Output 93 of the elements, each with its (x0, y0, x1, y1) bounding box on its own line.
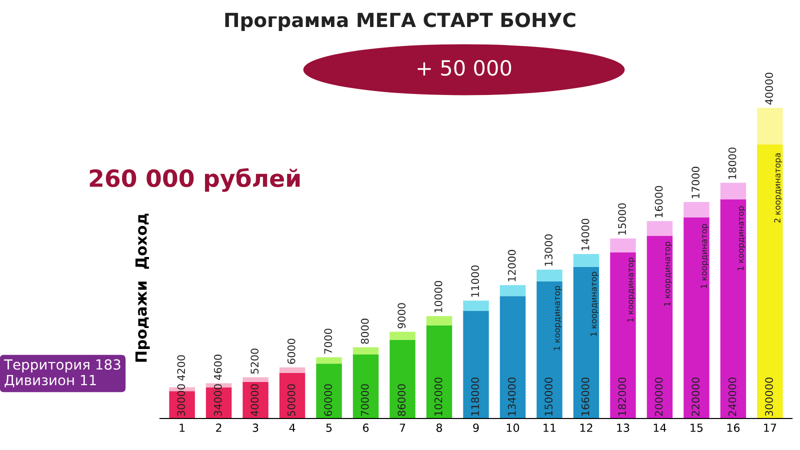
bar (610, 252, 636, 418)
bar (352, 347, 379, 355)
data-label: 14000 (581, 218, 590, 250)
data-label: 50000 (287, 384, 296, 416)
bar (316, 357, 342, 364)
data-label: 15000 (618, 203, 626, 235)
bar (390, 332, 416, 340)
bar (646, 221, 673, 236)
x-tick-label: 4 (289, 424, 296, 432)
data-label: 102000 (434, 378, 442, 416)
x-tick-label: 6 (363, 424, 369, 432)
data-label: 60000 (324, 384, 332, 416)
data-label: 300000 (765, 378, 773, 416)
data-label: 182000 (618, 378, 626, 416)
bar (757, 144, 783, 418)
text: Продажи Доход (135, 214, 150, 362)
bar (646, 236, 673, 418)
text: + 50 000 (418, 60, 512, 76)
data-label: 150000 (544, 378, 553, 416)
x-tick-label: 2 (216, 424, 222, 432)
data-label: 7000 (324, 328, 332, 354)
data-label: 40000 (250, 384, 259, 416)
data-label: 240000 (728, 378, 736, 416)
x-tick-label: 9 (473, 424, 479, 432)
bar (500, 285, 526, 296)
data-label: 10000 (434, 280, 442, 312)
bar (390, 340, 416, 418)
data-label: 8000 (360, 318, 369, 344)
annotation: 1 координатор (590, 272, 598, 336)
bar (500, 296, 526, 418)
data-label: 9000 (398, 303, 406, 328)
bar (426, 316, 452, 326)
bar (573, 254, 600, 267)
data-label: 18000 (728, 148, 736, 179)
data-label: 13000 (544, 234, 553, 266)
data-label: 220000 (692, 378, 700, 416)
annotation: 1 координатор (738, 206, 746, 270)
data-label: 200000 (654, 378, 663, 416)
annotation: 260 000 рублей (90, 168, 300, 192)
x-tick-label: 17 (764, 424, 776, 432)
text: Территория 183 Дивизион 11 (4, 359, 120, 388)
bar (720, 182, 746, 200)
data-label: 86000 (398, 384, 406, 416)
bar (536, 281, 562, 418)
x-tick-label: 11 (544, 424, 556, 432)
bar (426, 325, 452, 418)
x-tick-label: 5 (326, 424, 332, 432)
bar (720, 199, 746, 418)
x-tick-label: 7 (400, 424, 406, 432)
annotation: 2 координатора (774, 153, 782, 223)
data-label: 6000 (287, 338, 296, 364)
bar (316, 364, 342, 418)
bar (242, 382, 268, 418)
bar (352, 354, 379, 418)
bar (610, 238, 636, 252)
data-label: 17000 (692, 166, 700, 198)
data-label: 11000 (471, 265, 480, 297)
chart-title: Программа МЕГА СТАРТ БОНУС (225, 12, 576, 32)
data-label: 34000 (214, 384, 222, 416)
x-tick-label: 14 (654, 424, 666, 432)
annotation: 1 координатор (554, 286, 562, 350)
data-label: 4600 (214, 354, 222, 380)
data-label: 5200 (250, 348, 259, 374)
x-tick-label: 3 (252, 424, 258, 432)
bar (279, 372, 306, 418)
bar (684, 202, 710, 218)
x-tick-label: 1 (180, 424, 185, 432)
data-label: 70000 (360, 384, 369, 416)
x-tick-label: 16 (727, 424, 740, 432)
bar (463, 310, 489, 418)
bar (757, 108, 783, 144)
x-tick-label: 8 (436, 424, 442, 432)
bar (536, 270, 562, 282)
data-label: 30000 (177, 384, 186, 416)
bar (242, 377, 268, 382)
data-label: 12000 (508, 250, 516, 282)
data-label: 40000 (765, 72, 773, 105)
annotation: 1 координатор (664, 242, 672, 306)
x-tick-label: 12 (580, 424, 592, 432)
data-label: 16000 (654, 186, 663, 218)
bar (463, 300, 489, 311)
data-label: 134000 (508, 378, 516, 416)
bar (279, 367, 306, 373)
annotation: 1 координатор (627, 258, 636, 322)
bar (573, 266, 600, 418)
x-tick-label: 13 (617, 424, 630, 432)
x-tick-label: 10 (506, 424, 520, 432)
data-label: 118000 (471, 378, 480, 416)
annotation: 1 координатор (700, 224, 709, 288)
data-label: 4200 (177, 355, 186, 381)
data-label: 166000 (581, 378, 590, 416)
x-tick-label: 15 (690, 424, 703, 432)
bar (684, 218, 710, 418)
